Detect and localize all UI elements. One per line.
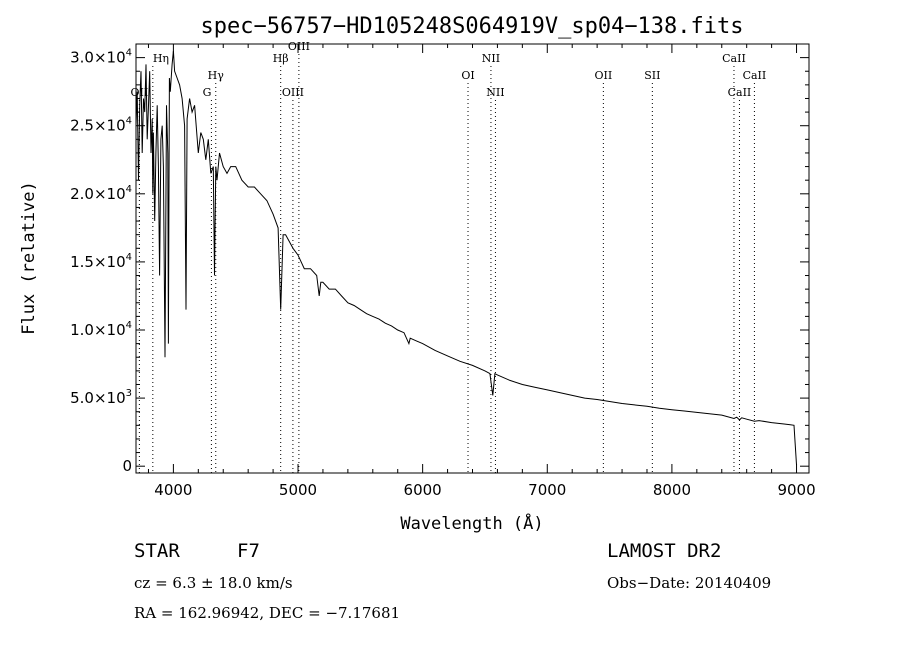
- object-class: STAR: [134, 540, 180, 562]
- y-tick-label: 0: [122, 457, 132, 475]
- subclass: F7: [237, 540, 260, 562]
- line-label: G: [203, 86, 212, 99]
- line-label: Hγ: [208, 69, 225, 82]
- line-label: OII: [595, 69, 613, 82]
- observation-date: Obs−Date: 20140409: [607, 574, 772, 592]
- x-tick-label: 5000: [279, 481, 317, 499]
- line-label: CaII: [722, 52, 746, 65]
- y-tick-label: 5.0×103: [70, 388, 132, 407]
- line-label: NII: [482, 52, 500, 65]
- line-label: OI: [461, 69, 474, 82]
- x-axis-label: Wavelength (Å): [400, 512, 543, 534]
- x-tick-label: 9000: [777, 481, 815, 499]
- y-tick-label: 2.0×104: [70, 184, 132, 203]
- y-axis-label: Flux (relative): [19, 181, 39, 335]
- plot-frame: [135, 43, 810, 474]
- x-tick-label: 4000: [154, 481, 192, 499]
- spectrum-line: [135, 50, 797, 465]
- coordinates: RA = 162.96942, DEC = −7.17681: [134, 604, 401, 622]
- x-axis: 4000 5000 6000 7000 8000 9000: [147, 44, 816, 499]
- line-label: OII: [131, 86, 149, 99]
- line-label: CaII: [743, 69, 767, 82]
- y-axis: 0 5.0×103 1.0×104 1.5×104 2.0×104 2.5×104 3.0×…: [70, 48, 809, 475]
- y-tick-label: 1.0×104: [70, 320, 132, 339]
- line-label: NII: [486, 86, 504, 99]
- x-tick-label: 7000: [528, 481, 566, 499]
- line-label: Hβ: [273, 52, 289, 65]
- x-tick-label: 6000: [404, 481, 442, 499]
- line-label: OIII: [282, 86, 304, 99]
- x-tick-label: 8000: [653, 481, 691, 499]
- line-label: OIII: [288, 40, 310, 53]
- redshift-velocity: cz = 6.3 ± 18.0 km/s: [134, 574, 293, 592]
- line-label: Hη: [153, 52, 169, 65]
- survey-name: LAMOST DR2: [607, 540, 722, 562]
- y-tick-label: 3.0×104: [70, 48, 132, 67]
- line-label: SII: [644, 69, 660, 82]
- spectrum-chart: spec−56757−HD105248S064919V_sp04−138.fit…: [19, 14, 816, 534]
- y-tick-label: 1.5×104: [70, 252, 132, 271]
- line-label: CaII: [728, 86, 752, 99]
- y-tick-label: 2.5×104: [70, 116, 132, 135]
- chart-title: spec−56757−HD105248S064919V_sp04−138.fit…: [200, 14, 743, 39]
